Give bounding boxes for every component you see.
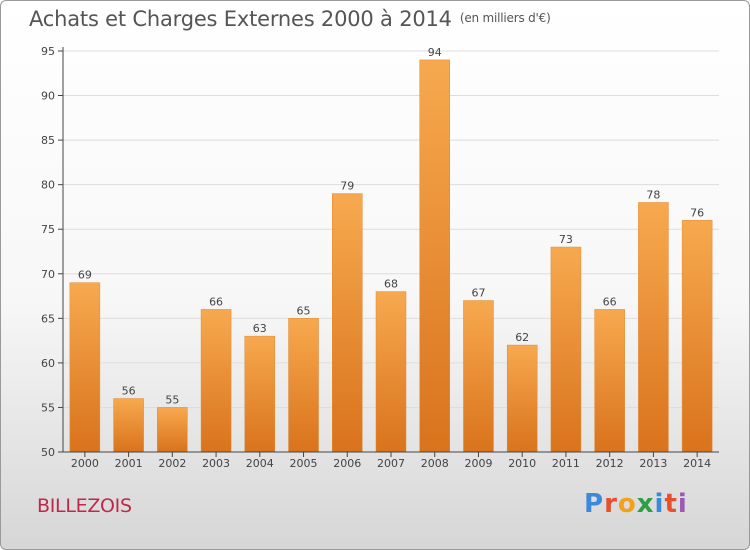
bar-2000: [69, 282, 101, 453]
chart-unit: (en milliers d'€): [459, 11, 551, 25]
value-label: 76: [690, 206, 704, 219]
y-tick-label: 50: [41, 446, 55, 459]
logo-letter: r: [604, 489, 618, 519]
x-tick-label: 2012: [596, 457, 624, 470]
value-label: 66: [209, 295, 223, 308]
x-tick-label: 2011: [552, 457, 580, 470]
x-tick-label: 2014: [683, 457, 711, 470]
x-tick-label: 2000: [71, 457, 99, 470]
value-label: 69: [78, 269, 92, 282]
bar-2014: [681, 220, 713, 453]
y-tick-label: 90: [41, 90, 55, 103]
logo-letter: t: [664, 489, 678, 519]
y-tick-label: 95: [41, 45, 55, 58]
y-tick-label: 75: [41, 223, 55, 236]
x-tick-label: 2005: [290, 457, 318, 470]
y-tick-label: 80: [41, 179, 55, 192]
x-tick-label: 2010: [508, 457, 536, 470]
bar-2012: [594, 309, 625, 453]
x-tick-label: 2003: [202, 457, 230, 470]
x-tick-label: 2006: [333, 457, 361, 470]
bars: 69 56 55 66 63 65 79 68 94 67 62 73 66 78 76: [69, 46, 713, 453]
logo-letter: o: [617, 489, 637, 519]
chart-title: Achats et Charges Externes 2000 à 2014 (e…: [29, 7, 551, 31]
axes: 50 55 60 65 70 75 80 85 90 95 2000 2001 2002 2003 2004…: [41, 45, 719, 470]
value-label: 56: [122, 385, 136, 398]
bar-2005: [288, 318, 319, 453]
x-tick-label: 2002: [158, 457, 186, 470]
y-tick-label: 60: [41, 357, 55, 370]
x-tick-label: 2009: [464, 457, 492, 470]
x-tick-label: 2013: [639, 457, 667, 470]
value-label: 55: [165, 393, 179, 406]
value-label: 68: [384, 278, 398, 291]
logo-letter: x: [636, 489, 655, 519]
x-tick-label: 2004: [246, 457, 274, 470]
bar-2002: [157, 407, 188, 453]
value-label: 63: [253, 322, 267, 335]
logo-letter: P: [584, 489, 605, 519]
x-tick-label: 2001: [115, 457, 143, 470]
value-label: 73: [559, 233, 573, 246]
bar-2007: [375, 291, 407, 453]
y-tick-label: 65: [41, 312, 55, 325]
value-label: 66: [603, 295, 617, 308]
value-label: 78: [646, 188, 660, 201]
bar-2006: [332, 193, 363, 453]
bar-2010: [506, 344, 538, 453]
logo-letter: i: [677, 489, 688, 519]
bar-2011: [550, 246, 582, 453]
logo-letter: i: [654, 489, 665, 519]
y-tick-label: 70: [41, 268, 55, 281]
bar-2013: [638, 202, 669, 453]
proxiti-logo: Proxiti: [584, 489, 688, 519]
value-label: 79: [340, 180, 354, 193]
bar-2004: [244, 335, 276, 453]
x-tick-label: 2008: [421, 457, 449, 470]
x-tick-label: 2007: [377, 457, 405, 470]
value-label: 94: [428, 46, 442, 59]
commune-name: BILLEZOIS: [37, 495, 132, 517]
value-label: 67: [471, 287, 485, 300]
bar-2001: [113, 398, 144, 453]
value-label: 65: [297, 304, 311, 317]
chart-title-text: Achats et Charges Externes 2000 à 2014: [29, 7, 452, 31]
bar-2009: [463, 300, 494, 453]
y-tick-label: 85: [41, 134, 55, 147]
bar-2008: [419, 59, 450, 453]
bar-2003: [200, 309, 232, 453]
value-label: 62: [515, 331, 529, 344]
y-tick-label: 55: [41, 401, 55, 414]
